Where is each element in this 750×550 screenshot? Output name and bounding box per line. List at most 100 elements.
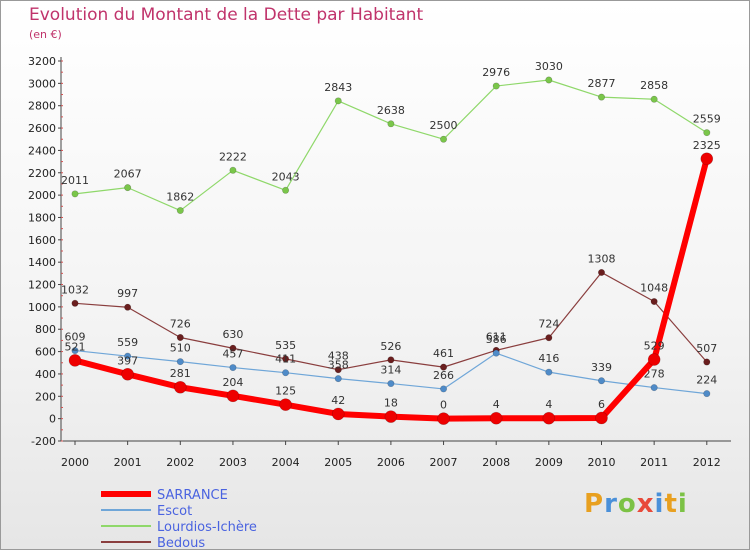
- data-point-lourdios-ich-re: [650, 95, 658, 103]
- data-point-escot: [492, 349, 500, 357]
- data-label-bedous: 438: [328, 350, 349, 363]
- data-label-sarrance: 397: [117, 354, 138, 367]
- data-label-bedous: 997: [117, 287, 138, 300]
- y-tick-label: 2800: [28, 100, 56, 113]
- data-label-escot: 559: [117, 336, 138, 349]
- data-label-lourdios-ich-re: 2500: [430, 119, 458, 132]
- data-point-escot: [440, 385, 448, 393]
- data-point-escot: [650, 384, 658, 392]
- data-label-escot: 411: [275, 353, 296, 366]
- data-point-escot: [334, 375, 342, 383]
- data-point-bedous: [229, 344, 237, 352]
- x-tick-label: 2001: [114, 456, 142, 469]
- data-label-lourdios-ich-re: 2843: [324, 81, 352, 94]
- data-label-lourdios-ich-re: 2858: [640, 79, 668, 92]
- data-label-sarrance: 281: [170, 367, 191, 380]
- data-label-sarrance: 4: [545, 398, 552, 411]
- data-point-escot: [282, 369, 290, 377]
- y-tick-label: 3000: [28, 77, 56, 90]
- data-label-bedous: 726: [170, 318, 191, 331]
- data-point-bedous: [703, 358, 711, 366]
- data-point-bedous: [176, 334, 184, 342]
- data-point-lourdios-ich-re: [282, 186, 290, 194]
- data-point-bedous: [334, 366, 342, 374]
- y-tick-label: -200: [31, 435, 56, 448]
- data-point-lourdios-ich-re: [176, 207, 184, 215]
- data-label-escot: 416: [538, 352, 559, 365]
- data-label-lourdios-ich-re: 2043: [272, 170, 300, 183]
- legend-label-lourdios-ich-re: Lourdios-Ichère: [157, 520, 257, 535]
- y-tick-label: 1200: [28, 279, 56, 292]
- y-tick-label: 2000: [28, 189, 56, 202]
- data-label-bedous: 1308: [588, 252, 616, 265]
- chart-title: Evolution du Montant de la Dette par Hab…: [29, 5, 424, 25]
- data-label-lourdios-ich-re: 2222: [219, 150, 247, 163]
- data-label-bedous: 535: [275, 339, 296, 352]
- data-point-escot: [387, 380, 395, 388]
- x-tick-label: 2006: [377, 456, 405, 469]
- data-label-lourdios-ich-re: 2559: [693, 113, 721, 126]
- data-point-bedous: [440, 363, 448, 371]
- data-point-bedous: [545, 334, 553, 342]
- data-point-lourdios-ich-re: [440, 135, 448, 143]
- data-label-lourdios-ich-re: 2067: [114, 168, 142, 181]
- x-tick-label: 2008: [482, 456, 510, 469]
- y-tick-label: 1800: [28, 211, 56, 224]
- x-tick-label: 2011: [640, 456, 668, 469]
- x-tick-label: 2012: [693, 456, 721, 469]
- data-label-bedous: 507: [696, 342, 717, 355]
- data-point-escot: [545, 368, 553, 376]
- data-point-lourdios-ich-re: [229, 166, 237, 174]
- data-point-escot: [597, 377, 605, 385]
- data-label-sarrance: 125: [275, 385, 296, 398]
- y-tick-label: 1000: [28, 301, 56, 314]
- x-tick-label: 2004: [272, 456, 300, 469]
- data-label-sarrance: 529: [644, 340, 665, 353]
- data-point-sarrance: [384, 410, 398, 423]
- y-tick-label: 1600: [28, 234, 56, 247]
- data-label-escot: 266: [433, 369, 454, 382]
- data-point-lourdios-ich-re: [71, 190, 79, 198]
- data-label-escot: 278: [644, 368, 665, 381]
- data-label-lourdios-ich-re: 1862: [166, 191, 194, 204]
- chart-subtitle: (en €): [29, 28, 62, 41]
- data-label-bedous: 630: [222, 328, 243, 341]
- data-label-escot: 609: [65, 331, 86, 344]
- data-point-sarrance: [279, 398, 292, 411]
- data-label-bedous: 1048: [640, 282, 668, 295]
- data-label-sarrance: 18: [384, 397, 398, 410]
- data-label-escot: 457: [222, 348, 243, 361]
- y-tick-label: 200: [35, 390, 56, 403]
- data-point-lourdios-ich-re: [703, 129, 711, 137]
- data-label-bedous: 1032: [61, 283, 89, 296]
- data-point-sarrance: [542, 411, 556, 425]
- legend-label-sarrance: SARRANCE: [157, 488, 228, 503]
- legend-label-escot: Escot: [157, 504, 192, 519]
- x-tick-label: 2010: [588, 456, 616, 469]
- x-tick-label: 2007: [430, 456, 458, 469]
- x-tick-label: 2003: [219, 456, 247, 469]
- y-tick-label: 0: [49, 413, 56, 426]
- data-label-sarrance: 42: [331, 394, 345, 407]
- data-point-sarrance: [647, 353, 661, 366]
- y-tick-label: 400: [35, 368, 56, 381]
- data-point-lourdios-ich-re: [597, 93, 605, 101]
- data-point-escot: [703, 390, 711, 398]
- data-point-escot: [124, 352, 132, 360]
- data-point-escot: [71, 347, 79, 355]
- data-label-escot: 510: [170, 342, 191, 355]
- data-label-bedous: 611: [486, 330, 507, 343]
- data-point-sarrance: [489, 411, 503, 425]
- x-tick-label: 2000: [61, 456, 89, 469]
- data-point-lourdios-ich-re: [387, 120, 395, 128]
- data-label-escot: 314: [380, 364, 401, 377]
- data-point-bedous: [71, 299, 79, 307]
- data-label-escot: 586: [486, 333, 507, 346]
- y-tick-label: 3200: [28, 55, 56, 68]
- data-label-sarrance: 6: [598, 398, 605, 411]
- data-point-sarrance: [595, 411, 608, 425]
- data-label-escot: 224: [696, 374, 717, 387]
- data-label-bedous: 724: [538, 318, 559, 331]
